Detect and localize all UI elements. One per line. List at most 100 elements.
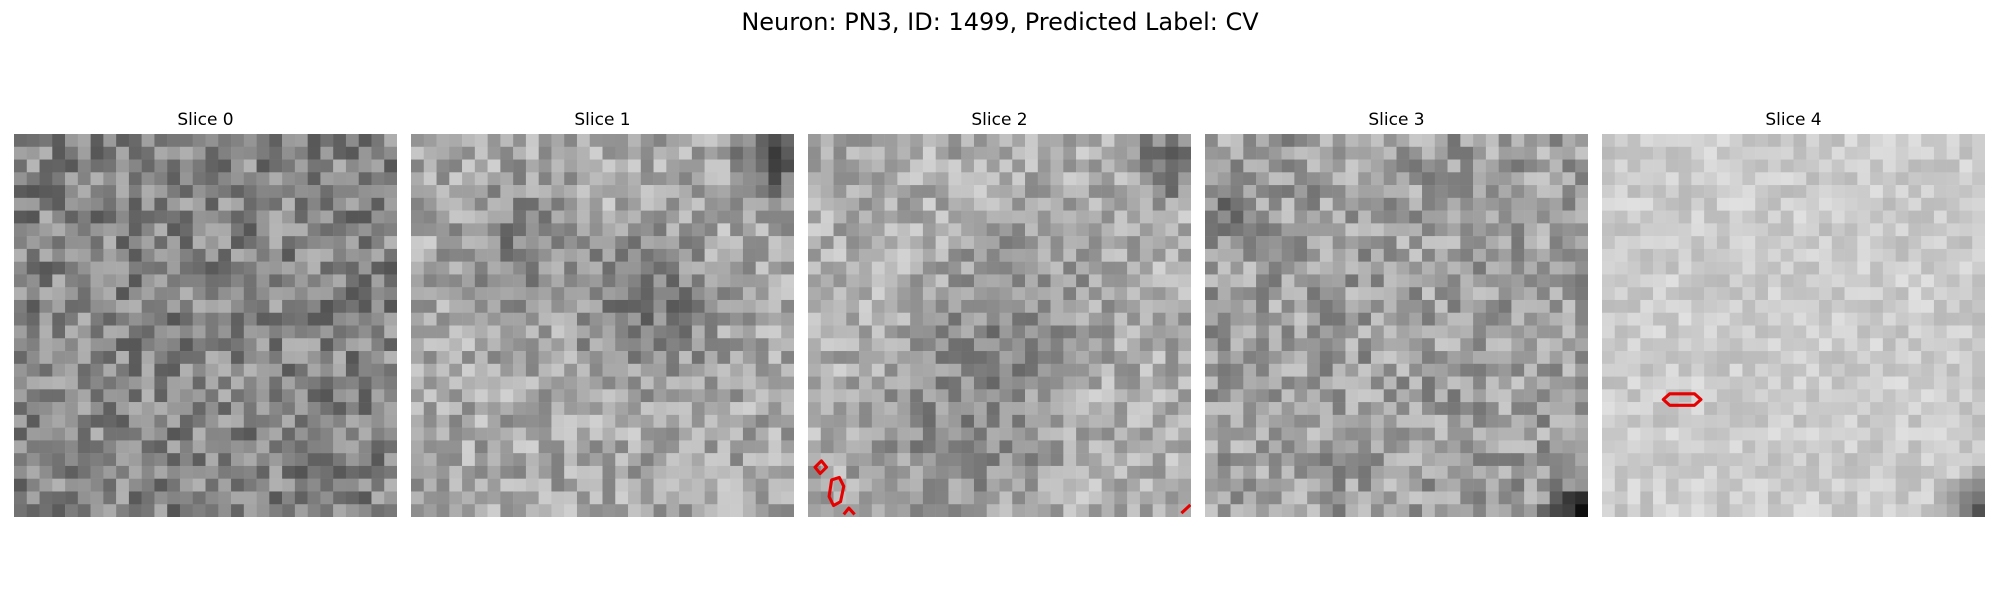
slice-pixel [1422, 440, 1436, 454]
slice-pixel [231, 146, 245, 160]
slice-pixel [538, 159, 552, 173]
slice-pixel [1614, 312, 1628, 326]
slice-pixel [1037, 338, 1051, 352]
slice-pixel [1127, 504, 1141, 517]
slice-pixel [589, 440, 603, 454]
slice-pixel [1767, 478, 1781, 492]
slice-pixel [77, 287, 91, 301]
slice-pixel [948, 236, 962, 250]
slice-pixel [1230, 210, 1244, 224]
slice-pixel [243, 299, 257, 313]
slice-pixel [999, 299, 1013, 313]
slice-pixel [564, 491, 578, 505]
slice-pixel [1857, 478, 1871, 492]
slice-pixel [243, 402, 257, 416]
slice-pixel [1230, 338, 1244, 352]
slice-pixel [1037, 465, 1051, 479]
slice-pixel [269, 453, 283, 467]
slice-pixel [1614, 402, 1628, 416]
slice-pixel [1908, 159, 1922, 173]
slice-pixel [755, 414, 769, 428]
slice-pixel [474, 172, 488, 186]
slice-pixel [1767, 440, 1781, 454]
slice-pixel [1230, 440, 1244, 454]
slice-pixel [1742, 440, 1756, 454]
slice-pixel [1358, 504, 1372, 517]
slice-pixel [218, 491, 232, 505]
slice-pixel [1256, 287, 1270, 301]
slice-pixel [730, 504, 744, 517]
slice-pixel [449, 504, 463, 517]
slice-pixel [1345, 491, 1359, 505]
slice-pixel [1485, 236, 1499, 250]
slice-pixel [1755, 351, 1769, 365]
slice-pixel [1536, 427, 1550, 441]
slice-pixel [922, 453, 936, 467]
slice-pixel [1755, 159, 1769, 173]
slice-pixel [525, 274, 539, 288]
slice-pixel [1640, 134, 1654, 148]
slice-pixel [1716, 274, 1730, 288]
slice-pixel [282, 363, 296, 377]
slice-pixel [653, 261, 667, 275]
slice-pixel [1152, 248, 1166, 262]
slice-pixel [615, 223, 629, 237]
slice-pixel [1370, 299, 1384, 313]
slice-pixel [39, 453, 53, 467]
slice-pixel [1217, 465, 1231, 479]
slice-pixel [1524, 440, 1538, 454]
slice-pixel [781, 389, 794, 403]
slice-pixel [1447, 236, 1461, 250]
slice-pixel [1370, 146, 1384, 160]
slice-pixel [628, 351, 642, 365]
slice-pixel [1281, 146, 1295, 160]
slice-pixel [1447, 223, 1461, 237]
slice-pixel [628, 363, 642, 377]
slice-pixel [269, 197, 283, 211]
slice-pixel [1640, 223, 1654, 237]
slice-pixel [1434, 465, 1448, 479]
slice-pixel [1256, 312, 1270, 326]
slice-pixel [1268, 504, 1282, 517]
slice-pixel [538, 248, 552, 262]
slice-pixel [755, 376, 769, 390]
slice-pixel [218, 185, 232, 199]
slice-pixel [256, 414, 270, 428]
slice-pixel [1665, 248, 1679, 262]
slice-pixel [1857, 427, 1871, 441]
slice-pixel [1511, 351, 1525, 365]
slice-pixel [1665, 351, 1679, 365]
slice-pixel [1358, 402, 1372, 416]
slice-pixel [1793, 402, 1807, 416]
slice-pixel [1319, 325, 1333, 339]
slice-pixel [77, 491, 91, 505]
slice-pixel [628, 389, 642, 403]
slice-pixel [423, 351, 437, 365]
slice-pixel [1178, 338, 1191, 352]
slice-pixel [1012, 236, 1026, 250]
slice-pixel [1831, 312, 1845, 326]
slice-pixel [1485, 325, 1499, 339]
slice-pixel [1742, 185, 1756, 199]
slice-pixel [345, 185, 359, 199]
slice-pixel [474, 440, 488, 454]
slice-pixel [1831, 159, 1845, 173]
slice-pixel [1319, 185, 1333, 199]
slice-pixel [1460, 248, 1474, 262]
slice-pixel [1933, 299, 1947, 313]
slice-pixel [1653, 453, 1667, 467]
slice-pixel [14, 414, 28, 428]
slice-pixel [167, 299, 181, 313]
slice-pixel [717, 185, 731, 199]
slice-pixel [704, 134, 718, 148]
slice-pixel [1358, 134, 1372, 148]
slice-pixel [1307, 325, 1321, 339]
slice-pixel [910, 491, 924, 505]
slice-pixel [1844, 414, 1858, 428]
slice-pixel [1332, 465, 1346, 479]
slice-pixel [1434, 376, 1448, 390]
slice-pixel [1562, 325, 1576, 339]
slice-pixel [487, 478, 501, 492]
slice-pixel [897, 504, 911, 517]
slice-pixel [1640, 402, 1654, 416]
